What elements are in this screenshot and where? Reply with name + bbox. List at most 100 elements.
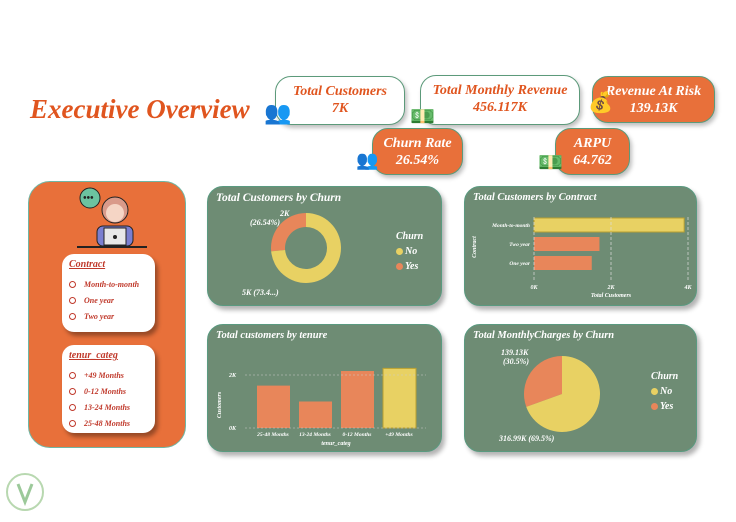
money-bag-icon: 💰 — [588, 92, 613, 114]
bar — [299, 401, 332, 428]
option-label: 13-24 Months — [84, 402, 131, 412]
y-tick-label: Two year — [509, 242, 531, 248]
logo-icon — [6, 473, 44, 511]
legend: Churn No Yes — [396, 231, 423, 272]
slice-yes — [271, 213, 306, 252]
x-tick-label: 2K — [606, 285, 615, 291]
customers-by-churn-chart: Total Customers by Churn 2K (26.54%) 5K … — [207, 186, 442, 306]
kpi-value: 456.117K — [472, 100, 528, 115]
bar — [382, 367, 417, 429]
tenure-slicer: tenur_categ +49 Months 0-12 Months 13-24… — [62, 345, 155, 433]
chart-title: Total customers by tenure — [216, 330, 328, 341]
option-label: One year — [84, 295, 114, 305]
radio-icon[interactable] — [69, 371, 76, 379]
legend-title: Churn — [396, 231, 424, 242]
data-label: 2K — [279, 209, 290, 218]
kpi-value: 64.762 — [573, 153, 612, 168]
legend-item[interactable]: Yes — [651, 401, 678, 412]
y-axis-label: Customers — [217, 391, 223, 418]
chart-title: Total MonthlyCharges by Churn — [473, 330, 615, 341]
option-label: Month-to-month — [84, 279, 140, 289]
filter-panel: ••• Contract Month-to-month One year Two… — [28, 181, 186, 448]
x-tick-label: +49 Months — [385, 432, 412, 438]
bar — [534, 256, 592, 270]
chart-title: Total Customers by Contract — [473, 192, 597, 203]
churn-users-icon: 👥 — [356, 150, 379, 170]
kpi-value: 26.54% — [395, 153, 440, 168]
slicer-option[interactable]: 0-12 Months — [69, 383, 148, 399]
data-label: 316.99K (69.5%) — [498, 434, 555, 443]
chart-title: Total Customers by Churn — [216, 192, 342, 204]
radio-icon[interactable] — [69, 387, 76, 395]
y-tick-label: Month-to-month — [491, 223, 530, 229]
x-tick-label: 4K — [683, 285, 692, 291]
slicer-option[interactable]: Two year — [69, 308, 148, 324]
data-label: 5K (73.4...) — [242, 288, 279, 297]
kpi-label: Churn Rate — [383, 136, 452, 151]
slicer-option[interactable]: One year — [69, 292, 148, 308]
radio-icon[interactable] — [69, 403, 76, 411]
slicer-option[interactable]: Month-to-month — [69, 276, 148, 292]
bar-svg: +49 Months 0-12 Months 13-24 Months 25-48 M… — [217, 367, 426, 447]
donut-svg: 2K (26.54%) 5K (73.4...) — [242, 209, 341, 297]
support-agent-icon: ••• — [77, 187, 147, 248]
slicer-title: tenur_categ — [69, 350, 118, 361]
kpi-total-customers: Total Customers 7K — [275, 76, 405, 125]
x-tick-label: 25-48 Months — [256, 432, 289, 438]
kpi-total-monthly-revenue: Total Monthly Revenue 456.117K — [420, 75, 580, 125]
y-axis-label: Contract — [472, 236, 478, 258]
kpi-label: ARPU — [573, 136, 612, 151]
customers-by-contract-chart: Total Customers by Contract One year Two … — [464, 186, 697, 306]
y-tick-label: 0K — [229, 426, 237, 432]
slicer-option[interactable]: 25-48 Months — [69, 415, 148, 431]
slicer-option[interactable]: 13-24 Months — [69, 399, 148, 415]
monthlycharges-by-churn-chart: Total MonthlyCharges by Churn 139.13K (3… — [464, 324, 697, 452]
slicer-option[interactable]: +49 Months — [69, 367, 148, 383]
legend-item[interactable]: No — [651, 386, 678, 397]
kpi-label: Total Customers — [292, 84, 387, 99]
bar-svg: One year Two year Month-to-month 4K 2K 0K Con… — [472, 217, 692, 299]
radio-icon[interactable] — [69, 296, 76, 304]
data-label: (30.5%) — [503, 357, 529, 366]
x-axis-label: Total Customers — [591, 293, 632, 299]
kpi-value: 7K — [331, 101, 349, 116]
kpi-churn-rate: Churn Rate 26.54% — [372, 128, 463, 175]
slicer-title: Contract — [69, 259, 106, 270]
legend-title: Churn — [651, 371, 679, 382]
x-tick-label: 13-24 Months — [299, 432, 331, 438]
slice-no — [271, 213, 341, 283]
bar — [533, 217, 685, 233]
legend-item[interactable]: Yes — [396, 261, 423, 272]
x-tick-label: 0K — [530, 285, 538, 291]
pie-svg: 139.13K (30.5%) 316.99K (69.5%) — [498, 348, 600, 443]
svg-text:•••: ••• — [83, 193, 94, 204]
radio-icon[interactable] — [69, 419, 76, 427]
y-tick-label: 2K — [228, 373, 237, 379]
radio-icon[interactable] — [69, 312, 76, 320]
option-label: +49 Months — [84, 370, 124, 380]
y-tick-label: One year — [509, 261, 530, 267]
slice-yes — [524, 356, 562, 407]
x-axis-label: tenur_categ — [321, 441, 350, 447]
kpi-label: Total Monthly Revenue — [432, 83, 568, 98]
people-icon: 👥 — [264, 100, 292, 125]
kpi-arpu: ARPU 64.762 — [555, 128, 630, 175]
x-tick-label: 0-12 Months — [343, 432, 372, 438]
kpi-value: 139.13K — [629, 101, 678, 116]
bar — [257, 385, 290, 428]
contract-slicer: Contract Month-to-month One year Two yea… — [62, 254, 155, 332]
option-label: Two year — [84, 311, 115, 321]
option-label: 0-12 Months — [84, 386, 127, 396]
money-icon: 💵 — [410, 106, 435, 128]
slice-no — [526, 356, 600, 432]
data-label: 139.13K — [501, 348, 529, 357]
data-label: (26.54%) — [250, 218, 280, 227]
option-label: 25-48 Months — [84, 418, 131, 428]
radio-icon[interactable] — [69, 280, 76, 288]
money-icon: 💵 — [538, 152, 563, 174]
kpi-label: Revenue At Risk — [605, 84, 702, 99]
page-title: Executive Overview — [30, 94, 250, 124]
legend-item[interactable]: No — [396, 246, 423, 257]
kpi-revenue-at-risk: Revenue At Risk 139.13K — [592, 76, 715, 123]
bar — [534, 237, 600, 251]
